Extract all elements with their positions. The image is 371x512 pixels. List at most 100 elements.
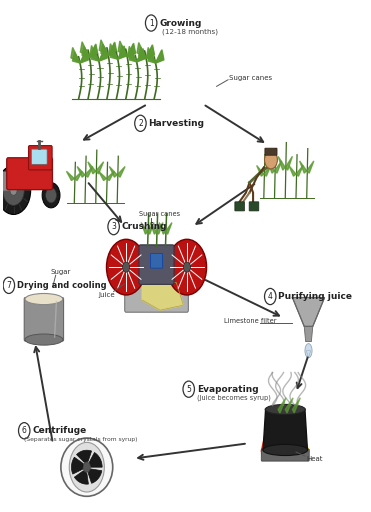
Polygon shape xyxy=(89,45,98,57)
Text: Evaporating: Evaporating xyxy=(197,385,259,394)
Polygon shape xyxy=(81,42,89,57)
Text: Centrifuge: Centrifuge xyxy=(32,426,86,435)
Polygon shape xyxy=(118,41,127,56)
FancyBboxPatch shape xyxy=(265,148,277,155)
Polygon shape xyxy=(88,162,96,174)
Circle shape xyxy=(46,187,56,203)
Polygon shape xyxy=(306,351,311,358)
Polygon shape xyxy=(80,51,88,63)
Polygon shape xyxy=(88,469,102,483)
Polygon shape xyxy=(278,398,286,413)
FancyBboxPatch shape xyxy=(139,245,174,284)
Polygon shape xyxy=(292,297,325,326)
FancyBboxPatch shape xyxy=(261,449,309,461)
Polygon shape xyxy=(89,44,98,57)
Polygon shape xyxy=(157,223,163,234)
Polygon shape xyxy=(292,398,300,413)
Polygon shape xyxy=(278,156,285,170)
Ellipse shape xyxy=(25,334,63,345)
Polygon shape xyxy=(85,166,93,177)
FancyBboxPatch shape xyxy=(7,158,52,189)
Polygon shape xyxy=(108,43,116,55)
Polygon shape xyxy=(137,49,145,62)
Polygon shape xyxy=(120,46,127,56)
Polygon shape xyxy=(76,450,92,462)
Polygon shape xyxy=(267,426,276,456)
Circle shape xyxy=(83,462,91,472)
Polygon shape xyxy=(155,51,164,63)
Polygon shape xyxy=(299,161,307,173)
Ellipse shape xyxy=(265,404,305,415)
Text: 2: 2 xyxy=(138,119,143,128)
Text: (12-18 months): (12-18 months) xyxy=(162,29,218,35)
Polygon shape xyxy=(263,410,308,450)
Text: (Separates sugar crystals from syrup): (Separates sugar crystals from syrup) xyxy=(24,437,138,442)
Polygon shape xyxy=(91,50,99,61)
Polygon shape xyxy=(281,429,289,456)
Polygon shape xyxy=(137,42,146,58)
Polygon shape xyxy=(74,471,88,484)
Polygon shape xyxy=(142,282,183,310)
Text: Limestone filter: Limestone filter xyxy=(224,318,277,324)
Polygon shape xyxy=(96,162,104,174)
Text: (Juice becomes syrup): (Juice becomes syrup) xyxy=(197,395,271,401)
Polygon shape xyxy=(165,223,172,234)
Circle shape xyxy=(10,185,17,195)
Polygon shape xyxy=(89,453,102,467)
Circle shape xyxy=(69,442,104,492)
Polygon shape xyxy=(305,344,312,358)
Circle shape xyxy=(0,166,31,215)
Polygon shape xyxy=(146,45,154,58)
Polygon shape xyxy=(155,50,164,63)
Polygon shape xyxy=(109,166,117,177)
Polygon shape xyxy=(99,48,107,61)
Polygon shape xyxy=(285,156,292,170)
Polygon shape xyxy=(289,165,296,176)
Polygon shape xyxy=(275,161,282,173)
Text: 7: 7 xyxy=(6,281,11,290)
FancyBboxPatch shape xyxy=(32,149,47,164)
Circle shape xyxy=(106,239,146,295)
Text: Juice: Juice xyxy=(99,292,115,298)
Circle shape xyxy=(265,151,278,169)
Polygon shape xyxy=(106,171,114,181)
Text: Crushing: Crushing xyxy=(122,222,167,231)
Polygon shape xyxy=(264,165,271,176)
Polygon shape xyxy=(108,42,116,55)
Polygon shape xyxy=(77,166,85,177)
Polygon shape xyxy=(80,50,88,63)
Polygon shape xyxy=(128,46,137,62)
FancyBboxPatch shape xyxy=(24,297,63,341)
Polygon shape xyxy=(129,51,137,62)
Polygon shape xyxy=(139,47,146,58)
Polygon shape xyxy=(99,171,106,181)
Polygon shape xyxy=(109,44,118,59)
Polygon shape xyxy=(141,223,148,234)
Circle shape xyxy=(183,262,190,272)
Polygon shape xyxy=(285,398,293,413)
FancyBboxPatch shape xyxy=(0,172,11,191)
Polygon shape xyxy=(90,46,99,61)
FancyBboxPatch shape xyxy=(249,202,259,211)
Polygon shape xyxy=(261,432,270,456)
Ellipse shape xyxy=(61,438,113,496)
Polygon shape xyxy=(300,438,309,456)
Text: Heat: Heat xyxy=(306,456,322,462)
FancyBboxPatch shape xyxy=(29,145,52,170)
Polygon shape xyxy=(72,52,80,63)
FancyBboxPatch shape xyxy=(125,280,188,312)
Ellipse shape xyxy=(263,444,308,456)
Polygon shape xyxy=(137,49,145,62)
Text: Purifying juice: Purifying juice xyxy=(278,292,352,301)
Polygon shape xyxy=(150,223,157,234)
Polygon shape xyxy=(127,44,135,56)
Polygon shape xyxy=(304,326,313,342)
Polygon shape xyxy=(294,439,302,456)
FancyBboxPatch shape xyxy=(151,253,162,268)
Polygon shape xyxy=(99,40,108,55)
Polygon shape xyxy=(101,45,108,55)
Polygon shape xyxy=(99,49,107,61)
Polygon shape xyxy=(146,46,154,58)
Polygon shape xyxy=(127,43,135,56)
Polygon shape xyxy=(148,52,155,63)
